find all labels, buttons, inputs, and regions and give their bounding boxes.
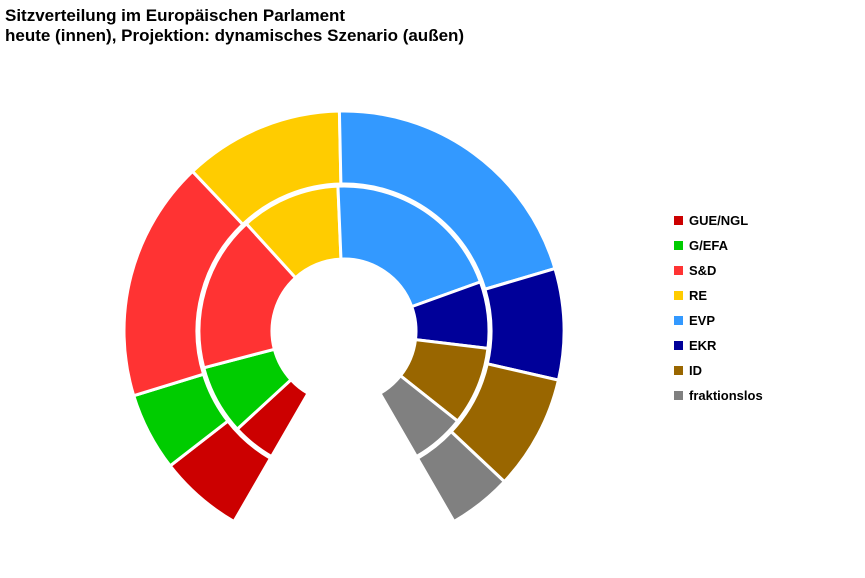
- inner-slice-fraktionslos: [377, 373, 460, 459]
- legend-swatch: [674, 391, 683, 400]
- chart-title-line-2: heute (innen), Projektion: dynamisches S…: [5, 26, 465, 45]
- legend-label: ID: [689, 363, 702, 378]
- legend-item: GUE/NGL: [674, 208, 763, 233]
- legend-item: EVP: [674, 308, 763, 333]
- legend-item: RE: [674, 283, 763, 308]
- legend-item: ID: [674, 358, 763, 383]
- legend-label: S&D: [689, 263, 717, 278]
- legend-label: fraktionslos: [689, 388, 763, 403]
- legend-label: EVP: [689, 313, 716, 328]
- chart-legend: GUE/NGL G/EFA S&D RE EVP EKR ID fraktionslos: [674, 208, 763, 408]
- legend-swatch: [674, 366, 683, 375]
- legend-swatch: [674, 266, 683, 275]
- chart-title-line-1: Sitzverteilung im Europäischen Parlament: [5, 6, 346, 25]
- legend-label: G/EFA: [689, 238, 729, 253]
- outer-slice-fraktionslos: [415, 429, 507, 524]
- legend-label: GUE/NGL: [689, 213, 749, 228]
- outer-slice-ekr: [483, 266, 566, 382]
- legend-swatch: [674, 241, 683, 250]
- legend-label: EKR: [689, 338, 717, 353]
- chart-title: Sitzverteilung im Europäischen Parlament…: [5, 6, 464, 46]
- outer-slice-evp: [337, 109, 557, 292]
- legend-swatch: [674, 216, 683, 225]
- legend-item: EKR: [674, 333, 763, 358]
- legend-item: S&D: [674, 258, 763, 283]
- legend-swatch: [674, 316, 683, 325]
- legend-label: RE: [689, 288, 708, 303]
- inner-slice-evp: [336, 184, 483, 309]
- legend-item: fraktionslos: [674, 383, 763, 408]
- legend-item: G/EFA: [674, 233, 763, 258]
- legend-swatch: [674, 291, 683, 300]
- legend-swatch: [674, 341, 683, 350]
